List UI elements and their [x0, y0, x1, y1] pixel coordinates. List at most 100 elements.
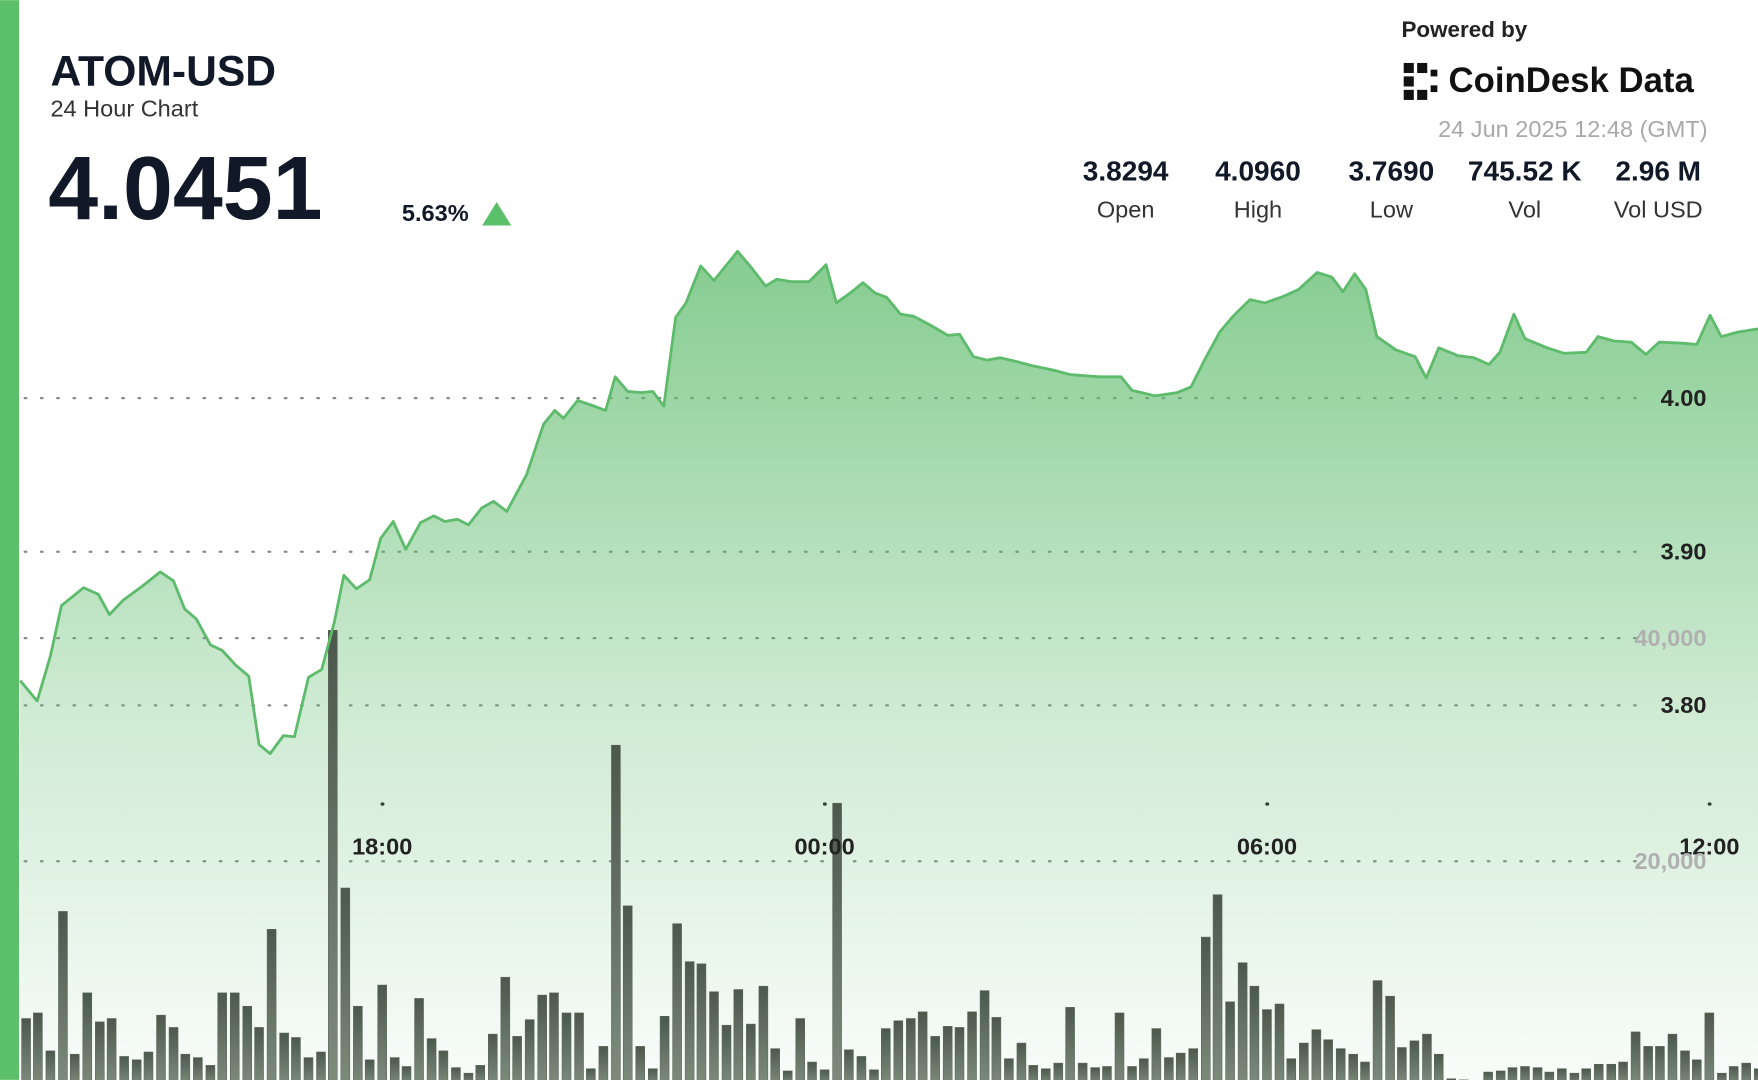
volume-bar — [217, 992, 227, 1080]
volume-bar — [1544, 1071, 1555, 1080]
volume-bar — [1065, 1007, 1075, 1080]
volume-bar — [537, 994, 547, 1080]
volume-bar — [69, 1053, 80, 1080]
volume-bar — [488, 1033, 498, 1080]
volume-bar — [1139, 1058, 1149, 1080]
volume-bar — [1286, 1058, 1297, 1080]
bar-layer — [21, 630, 1758, 1080]
volume-bar — [721, 1024, 732, 1080]
x-tick-label: 12:00 — [1679, 833, 1739, 859]
volume-bar — [1507, 1067, 1518, 1080]
volume-bar — [549, 992, 559, 1080]
volume-bar — [168, 1027, 179, 1080]
volume-bar — [1569, 1072, 1580, 1080]
volume-bar — [1409, 1040, 1420, 1080]
volume-bar — [1581, 1068, 1591, 1080]
y-tick-label: 40,000 — [1634, 625, 1706, 651]
volume-bar — [82, 992, 93, 1080]
volume-bar — [1127, 1066, 1137, 1080]
volume-bar — [1237, 962, 1248, 1080]
price: 4.0451 — [48, 139, 322, 239]
volume-bar — [279, 1032, 289, 1080]
x-tick-label: 06:00 — [1237, 833, 1297, 859]
volume-bar — [561, 1012, 572, 1080]
volume-bar — [1299, 1042, 1309, 1080]
volume-bar — [758, 985, 769, 1080]
volume-bar — [1495, 1070, 1506, 1080]
volume-bar — [1446, 1078, 1457, 1080]
volume-bar — [622, 905, 633, 1080]
volume-bar — [819, 1069, 830, 1080]
volume-bar — [242, 1005, 253, 1080]
volume-bar — [1704, 1012, 1715, 1080]
volume-bar — [131, 1059, 142, 1080]
volume-bar — [143, 1051, 154, 1080]
volume-bar — [881, 1028, 891, 1080]
volume-bar — [1249, 985, 1260, 1080]
volume-bar — [1175, 1052, 1186, 1080]
volume-bar — [1397, 1047, 1407, 1080]
volume-bar — [21, 1018, 31, 1080]
volume-bar — [1532, 1067, 1543, 1080]
volume-bar — [1593, 1063, 1604, 1080]
volume-bar — [1311, 1029, 1322, 1080]
volume-bar — [1041, 1068, 1051, 1080]
volume-bar — [942, 1026, 953, 1080]
volume-bar — [1077, 1062, 1088, 1080]
volume-bar — [451, 1067, 461, 1080]
volume-bar — [832, 802, 842, 1080]
volume-bar — [1323, 1039, 1333, 1080]
volume-bar — [1667, 1033, 1678, 1080]
volume-bar — [1422, 1033, 1432, 1080]
volume-bar — [438, 1050, 449, 1080]
accent-bar — [0, 0, 20, 1080]
volume-bar — [229, 992, 240, 1080]
volume-bar — [795, 1018, 806, 1080]
y-tick-label: 4.00 — [1661, 385, 1707, 411]
volume-bar — [917, 1011, 928, 1080]
volume-bar — [524, 1019, 535, 1080]
volume-bar — [266, 928, 277, 1080]
y-tick-label: 20,000 — [1634, 848, 1706, 874]
volume-bar — [1692, 1059, 1702, 1080]
volume-bar — [648, 1068, 658, 1080]
volume-bar — [1433, 1053, 1444, 1080]
volume-bar — [58, 911, 68, 1080]
stat-label: Vol USD — [1614, 197, 1703, 223]
volume-bar — [254, 1027, 264, 1080]
volume-bar — [1188, 1048, 1198, 1080]
volume-bar — [1360, 1061, 1370, 1080]
brand-name: CoinDesk Data — [1449, 62, 1695, 100]
volume-bar — [303, 1057, 314, 1080]
volume-bar — [106, 1018, 117, 1080]
volume-bar — [1114, 1012, 1125, 1080]
volume-bar — [1151, 1028, 1162, 1080]
volume-bar — [463, 1072, 474, 1080]
volume-bar — [1655, 1046, 1665, 1080]
volume-bar — [500, 976, 511, 1080]
volume-bar — [659, 1015, 670, 1080]
powered-by: Powered by — [1401, 17, 1527, 42]
stat-value: 2.96 M — [1615, 156, 1701, 187]
change: 5.63% — [402, 200, 469, 226]
volume-bar — [353, 1005, 363, 1080]
volume-bar — [672, 923, 682, 1080]
volume-bar — [512, 1036, 522, 1080]
volume-bar — [598, 1046, 609, 1080]
volume-bar — [1164, 1057, 1174, 1080]
stat-label: Open — [1097, 197, 1155, 223]
volume-bar — [635, 1046, 646, 1080]
stat-value: 4.0960 — [1215, 156, 1301, 187]
volume-bar — [377, 984, 387, 1080]
stat-label: Low — [1370, 197, 1414, 223]
volume-bar — [1102, 1066, 1112, 1080]
volume-bar — [1630, 1031, 1641, 1080]
volume-bar — [979, 990, 990, 1080]
price-area — [20, 251, 1758, 1080]
volume-bar — [475, 1065, 486, 1080]
volume-bar — [1741, 1062, 1751, 1080]
volume-bar — [1680, 1050, 1690, 1080]
volume-bar — [906, 1018, 916, 1080]
